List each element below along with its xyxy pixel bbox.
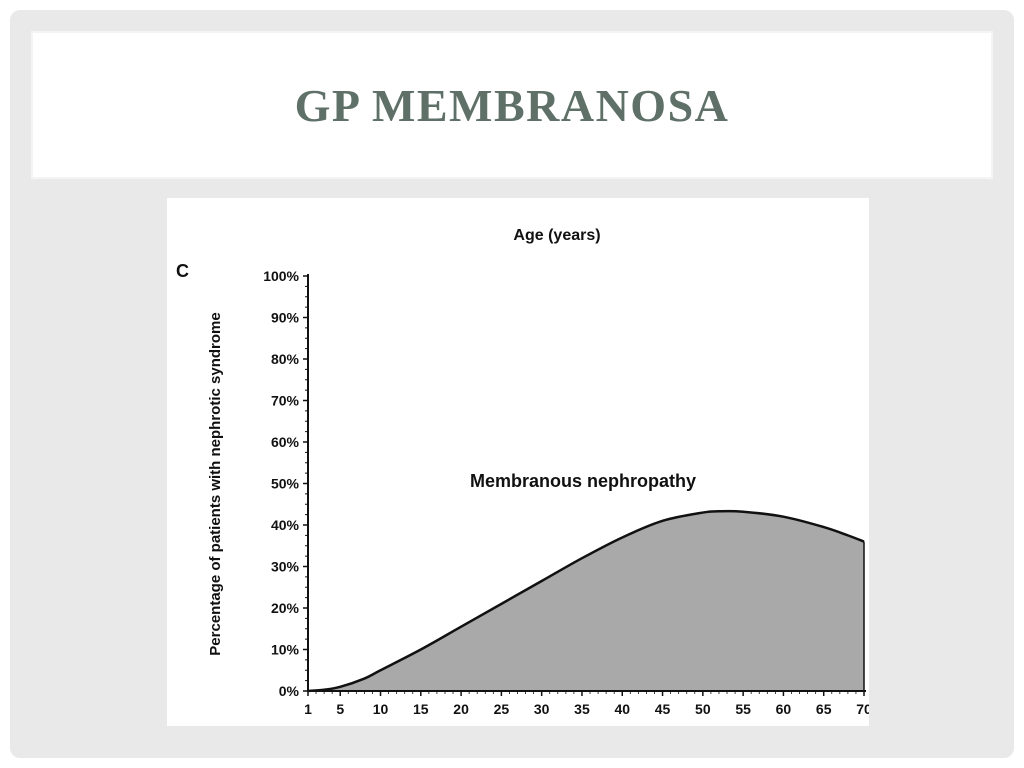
x-tick-label: 55 [735,701,751,717]
y-tick-label: 50% [271,476,300,492]
x-tick-label: 30 [534,701,550,717]
slide-title: GP MEMBRANOSA [294,79,730,131]
title-box: GP MEMBRANOSA [31,31,993,179]
chart-figure: Age (years) C Percentage of patients wit… [167,198,869,726]
x-tick-label: 50 [695,701,711,717]
y-tick-label: 20% [271,600,300,616]
x-tick-label: 20 [453,701,469,717]
y-tick-label: 90% [271,310,300,326]
x-tick-label: 10 [373,701,389,717]
y-tick-label: 30% [271,559,300,575]
slide: GP MEMBRANOSA Age (years) C Percentage o… [10,10,1014,758]
x-tick-label: 70 [856,701,869,717]
x-tick-label: 45 [655,701,671,717]
panel-label: C [176,261,189,281]
y-tick-label: 100% [263,268,299,284]
x-tick-label: 15 [413,701,429,717]
y-tick-label: 70% [271,393,300,409]
x-tick-label: 60 [776,701,792,717]
x-tick-label: 65 [816,701,832,717]
y-tick-label: 60% [271,434,300,450]
series-area [308,511,864,691]
y-axis-label: Percentage of patients with nephrotic sy… [207,312,224,655]
x-tick-label: 40 [614,701,630,717]
y-tick-label: 0% [279,683,300,699]
x-tick-label: 1 [304,701,312,717]
x-tick-label: 35 [574,701,590,717]
x-tick-label: 25 [494,701,510,717]
chart-title: Age (years) [513,227,600,244]
y-tick-label: 80% [271,351,300,367]
y-tick-label: 40% [271,517,300,533]
y-tick-label: 10% [271,642,300,658]
series-annotation: Membranous nephropathy [470,471,696,491]
x-tick-label: 5 [336,701,344,717]
series-line [307,509,865,693]
area-chart: Age (years) C Percentage of patients wit… [176,227,869,717]
